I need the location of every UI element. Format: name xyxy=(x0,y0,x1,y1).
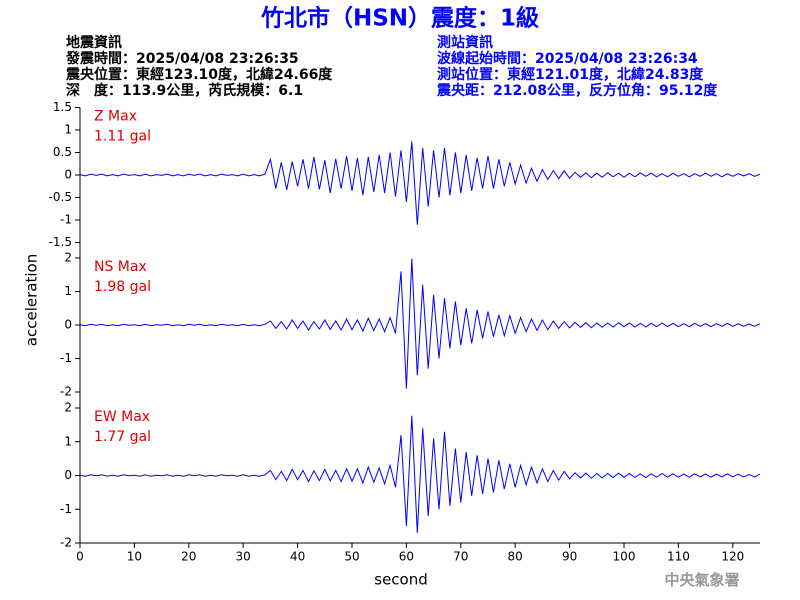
waveform xyxy=(79,415,761,533)
info-right: 測站位置：東經121.01度，北緯24.83度 xyxy=(437,66,704,83)
info-right: 震央距：212.08公里，反方位角：95.12度 xyxy=(436,82,718,99)
x-tick-label: 70 xyxy=(453,550,468,564)
max-label: 1.98 gal xyxy=(94,279,151,295)
y-tick-label: 1 xyxy=(64,123,72,137)
x-tick-label: 110 xyxy=(667,550,690,564)
x-tick-label: 20 xyxy=(181,550,196,564)
y-tick-label: 2 xyxy=(64,251,72,265)
y-tick-label: 2 xyxy=(64,401,72,415)
y-tick-label: 0.5 xyxy=(53,145,72,159)
x-tick-label: 50 xyxy=(344,550,359,564)
x-tick-label: 90 xyxy=(562,550,577,564)
x-tick-label: 0 xyxy=(76,550,84,564)
y-axis-label: acceleration xyxy=(23,254,41,346)
panel-label: EW Max xyxy=(94,409,150,425)
waveform xyxy=(79,258,761,389)
panel-label: Z Max xyxy=(94,109,137,125)
y-tick-label: 0 xyxy=(64,168,72,182)
y-tick-label: 1 xyxy=(64,434,72,448)
info-right: 波線起始時間：2025/04/08 23:26:34 xyxy=(437,50,698,67)
info-right: 測站資訊 xyxy=(437,34,493,51)
y-tick-label: 0 xyxy=(64,318,72,332)
waveform xyxy=(79,141,761,225)
y-tick-label: 1.5 xyxy=(53,100,72,114)
x-tick-label: 60 xyxy=(399,550,414,564)
x-tick-label: 100 xyxy=(613,550,636,564)
y-tick-label: -1 xyxy=(60,213,72,227)
x-tick-label: 30 xyxy=(236,550,251,564)
x-tick-label: 10 xyxy=(127,550,142,564)
x-tick-label: 40 xyxy=(290,550,305,564)
y-tick-label: -2 xyxy=(60,536,72,550)
info-left: 震央位置：東經123.10度，北緯24.66度 xyxy=(65,66,333,83)
max-label: 1.77 gal xyxy=(94,429,151,445)
y-tick-label: 1 xyxy=(64,284,72,298)
y-tick-label: -2 xyxy=(60,385,72,399)
y-tick-label: 0 xyxy=(64,468,72,482)
x-tick-label: 80 xyxy=(508,550,523,564)
y-tick-label: -1 xyxy=(60,502,72,516)
y-tick-label: -1.5 xyxy=(49,235,72,249)
info-left: 發震時間：2025/04/08 23:26:35 xyxy=(65,50,299,67)
x-axis-label: second xyxy=(374,571,428,589)
panel-label: NS Max xyxy=(94,259,147,275)
y-tick-label: -0.5 xyxy=(49,190,72,204)
info-left: 地震資訊 xyxy=(66,34,122,51)
footer: 中央氣象署 xyxy=(664,571,739,589)
info-left: 深 度：113.9公里，芮氏規模：6.1 xyxy=(66,82,303,99)
x-tick-label: 120 xyxy=(721,550,744,564)
y-tick-label: -1 xyxy=(60,351,72,365)
max-label: 1.11 gal xyxy=(94,129,151,145)
chart-title: 竹北市（HSN）震度：1級 xyxy=(260,5,539,32)
